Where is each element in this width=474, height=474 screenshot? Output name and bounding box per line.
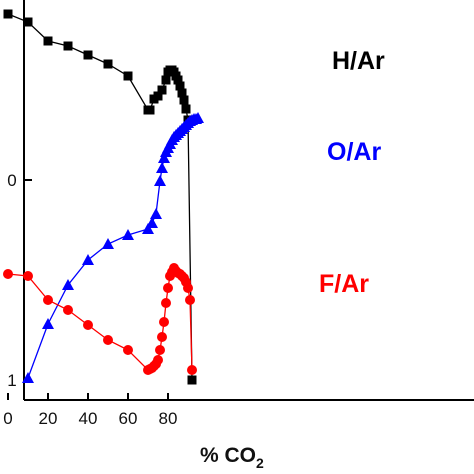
data-point-f-ar bbox=[187, 365, 197, 375]
x-tick-label-20: 20 bbox=[39, 409, 58, 428]
data-point-f-ar bbox=[63, 305, 73, 315]
series-label-f-ar: F/Ar bbox=[319, 270, 369, 298]
data-point-o-ar bbox=[146, 217, 158, 228]
series-label-o-ar: O/Ar bbox=[327, 138, 381, 166]
data-point-o-ar bbox=[192, 112, 204, 123]
x-tick-label-60: 60 bbox=[119, 409, 138, 428]
data-point-f-ar bbox=[123, 345, 133, 355]
y-tick-label-0: 0 bbox=[7, 171, 16, 190]
data-point-o-ar bbox=[22, 372, 34, 383]
series-labels: H/Ar O/Ar F/Ar bbox=[319, 47, 385, 298]
data-point-f-ar bbox=[157, 332, 167, 342]
data-point-o-ar bbox=[154, 175, 166, 186]
data-point-o-ar bbox=[158, 152, 170, 163]
data-point-h-ar bbox=[187, 375, 197, 385]
data-point-o-ar bbox=[102, 238, 114, 249]
data-point-f-ar bbox=[103, 335, 113, 345]
data-point-f-ar bbox=[23, 271, 33, 281]
data-point-f-ar bbox=[159, 317, 169, 327]
data-point-o-ar bbox=[62, 279, 74, 290]
data-point-o-ar bbox=[156, 162, 168, 173]
data-point-h-ar bbox=[83, 50, 93, 60]
data-point-o-ar bbox=[82, 254, 94, 265]
data-point-f-ar bbox=[153, 355, 163, 365]
data-point-h-ar bbox=[23, 17, 33, 27]
data-point-h-ar bbox=[153, 91, 163, 101]
data-point-h-ar bbox=[157, 85, 167, 95]
data-point-f-ar bbox=[43, 295, 53, 305]
data-point-h-ar bbox=[63, 41, 73, 51]
data-point-f-ar bbox=[163, 283, 173, 293]
data-point-f-ar bbox=[83, 320, 93, 330]
data-point-h-ar bbox=[43, 36, 53, 46]
data-point-f-ar bbox=[161, 298, 171, 308]
data-point-f-ar bbox=[3, 269, 13, 279]
series-markers bbox=[3, 9, 204, 385]
data-point-f-ar bbox=[185, 295, 195, 305]
data-point-h-ar bbox=[123, 71, 133, 81]
data-point-o-ar bbox=[150, 208, 162, 219]
data-point-f-ar bbox=[155, 345, 165, 355]
data-point-f-ar bbox=[183, 283, 193, 293]
data-point-h-ar bbox=[3, 9, 13, 19]
x-tick-label-0: 0 bbox=[3, 409, 12, 428]
data-point-h-ar bbox=[181, 104, 191, 114]
data-point-o-ar bbox=[122, 229, 134, 240]
data-point-h-ar bbox=[145, 105, 155, 115]
x-tick-label-80: 80 bbox=[159, 409, 178, 428]
axis-ticks: 0 20 40 60 80 0 1 bbox=[3, 171, 177, 428]
x-axis-title: % CO2 bbox=[200, 444, 264, 471]
data-point-o-ar bbox=[42, 318, 54, 329]
data-point-h-ar bbox=[173, 75, 183, 85]
data-point-h-ar bbox=[177, 88, 187, 98]
x-tick-label-40: 40 bbox=[79, 409, 98, 428]
data-point-h-ar bbox=[179, 95, 189, 105]
data-point-o-ar bbox=[142, 223, 154, 234]
y-tick-label-1: 1 bbox=[7, 371, 16, 390]
data-point-h-ar bbox=[103, 59, 113, 69]
series-label-h-ar: H/Ar bbox=[332, 47, 385, 75]
data-point-h-ar bbox=[175, 81, 185, 91]
plot-frame bbox=[23, 0, 474, 401]
data-point-h-ar bbox=[161, 75, 171, 85]
